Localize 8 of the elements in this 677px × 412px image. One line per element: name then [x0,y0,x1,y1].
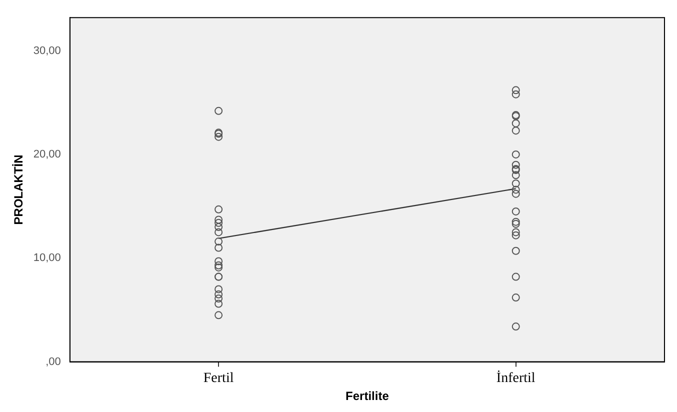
y-tick-label: 20,00 [33,148,61,160]
x-axis-title: Fertilite [346,389,390,404]
y-tick-label: 30,00 [33,44,61,57]
x-tick-label: Fertil [203,370,234,386]
x-tick-label: İnfertil [496,370,536,386]
y-tick-label: ,00 [46,356,61,368]
y-tick-label: 10,00 [33,252,61,264]
y-axis-title: PROLAKTİN [12,154,26,225]
